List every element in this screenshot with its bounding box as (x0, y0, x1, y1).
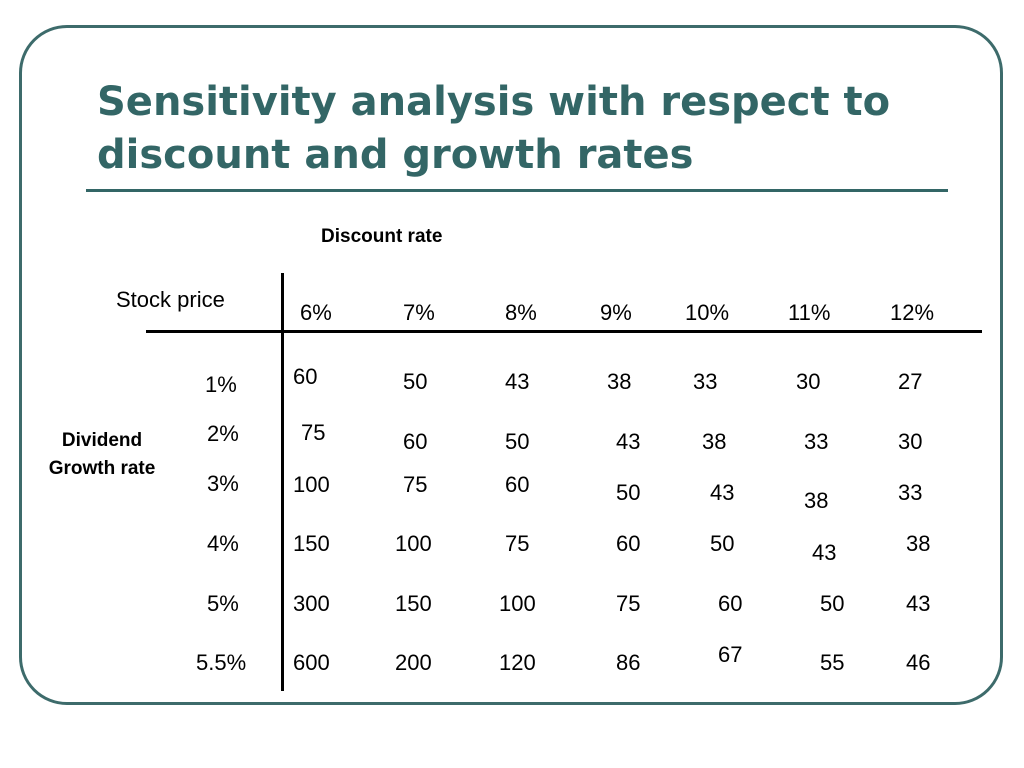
stock-price-cell: 55 (820, 650, 845, 675)
stock-price-cell: 75 (301, 420, 326, 445)
discount-rate-header: Discount rate (321, 226, 443, 247)
stock-price-cell: 38 (804, 488, 829, 513)
stock-price-cell: 50 (616, 480, 641, 505)
stock-price-cell: 50 (403, 369, 428, 394)
stock-price-cell: 150 (395, 591, 432, 616)
discount-rate-header-cell: 6% (300, 300, 332, 325)
stock-price-cell: 33 (804, 429, 829, 454)
growth-rate-row-label: 5% (207, 591, 239, 616)
stock-price-cell: 30 (796, 369, 821, 394)
discount-rate-header-cell: 7% (403, 300, 435, 325)
stock-price-cell: 120 (499, 650, 536, 675)
stock-price-cell: 46 (906, 650, 931, 675)
stock-price-cell: 60 (403, 429, 428, 454)
stock-price-cell: 33 (693, 369, 718, 394)
discount-rate-header-cell: 11% (788, 300, 831, 325)
stock-price-cell: 200 (395, 650, 432, 675)
stock-price-cell: 43 (906, 591, 931, 616)
discount-rate-header-cell: 9% (600, 300, 632, 325)
slide-title: Sensitivity analysis with respect to dis… (97, 79, 891, 178)
stock-price-cell: 50 (505, 429, 530, 454)
stock-price-cell: 60 (293, 364, 318, 389)
stock-price-cell: 300 (293, 591, 330, 616)
stock-price-label: Stock price (116, 287, 225, 312)
stock-price-cell: 43 (616, 429, 641, 454)
stock-price-cell: 60 (718, 591, 743, 616)
title-divider (86, 189, 948, 192)
stock-price-cell: 75 (616, 591, 641, 616)
stock-price-cell: 43 (812, 540, 837, 565)
stock-price-cell: 43 (505, 369, 530, 394)
stock-price-cell: 100 (395, 531, 432, 556)
discount-rate-header-cell: 10% (685, 300, 730, 325)
growth-rate-row-label: 4% (207, 531, 239, 556)
slide-frame (19, 25, 1003, 705)
discount-rate-header-cell: 8% (505, 300, 537, 325)
stock-price-cell: 60 (505, 472, 530, 497)
stock-price-cell: 30 (898, 429, 923, 454)
stock-price-cell: 100 (499, 591, 536, 616)
stock-price-cell: 27 (898, 369, 923, 394)
growth-rate-row-label: 2% (207, 421, 239, 446)
table-vertical-rule (281, 273, 284, 691)
stock-price-cell: 150 (293, 531, 330, 556)
growth-rate-row-label: 3% (207, 471, 239, 496)
stock-price-cell: 38 (906, 531, 931, 556)
stock-price-cell: 600 (293, 650, 330, 675)
stock-price-cell: 75 (505, 531, 530, 556)
growth-rate-row-label: 5.5% (196, 650, 247, 675)
stock-price-cell: 50 (820, 591, 845, 616)
discount-rate-header-cell: 12% (890, 300, 935, 325)
table-horizontal-rule (146, 330, 982, 333)
dividend-growth-rate-label: Dividend Growth rate (48, 430, 156, 479)
stock-price-cell: 38 (607, 369, 632, 394)
growth-rate-row-label: 1% (205, 372, 237, 397)
stock-price-cell: 60 (616, 531, 641, 556)
stock-price-cell: 75 (403, 472, 428, 497)
stock-price-cell: 67 (718, 642, 743, 667)
stock-price-cell: 33 (898, 480, 923, 505)
stock-price-cell: 50 (710, 531, 735, 556)
stock-price-cell: 38 (702, 429, 727, 454)
stock-price-cell: 43 (710, 480, 735, 505)
stock-price-cell: 86 (616, 650, 641, 675)
stock-price-cell: 100 (293, 472, 330, 497)
